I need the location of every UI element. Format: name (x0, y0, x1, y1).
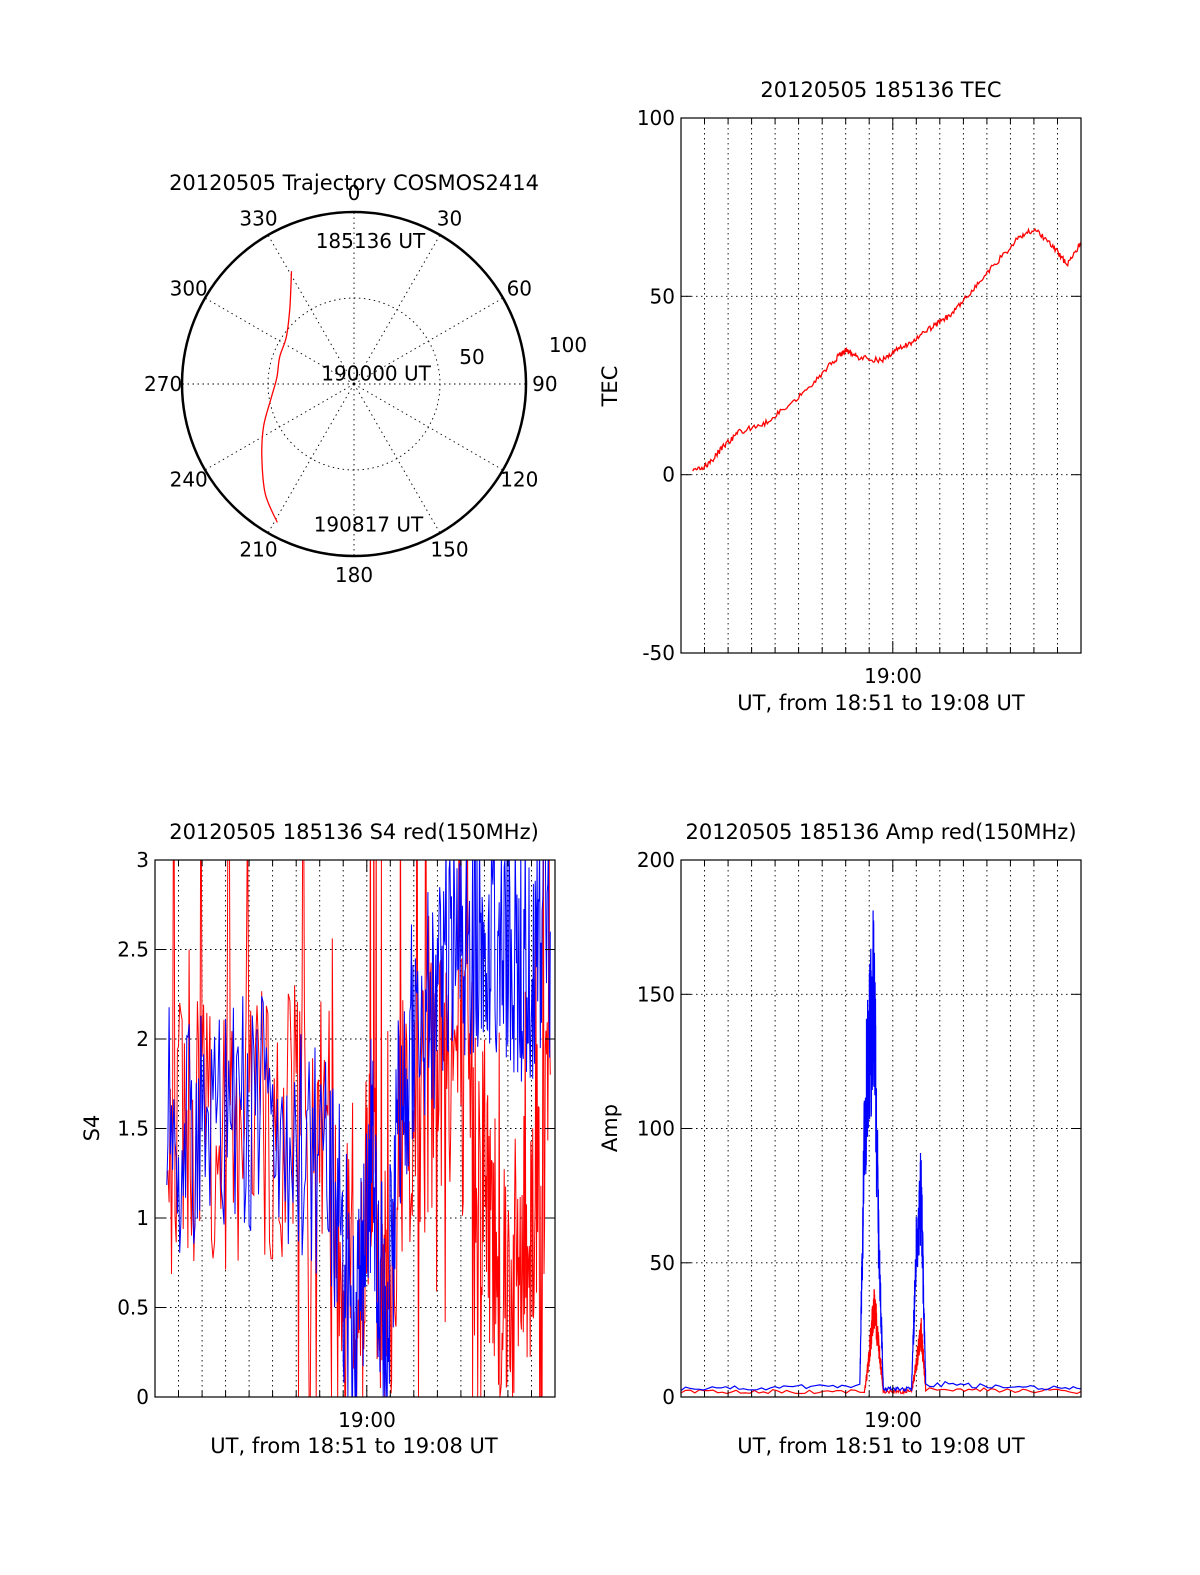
tec-plot: 20120505 185136 TEC 100 50 0 -50 19:00 UT, … (598, 78, 1082, 715)
angle-label: 210 (239, 537, 277, 561)
y-tick-label: 50 (650, 1251, 675, 1275)
polar-spoke (353, 234, 441, 385)
series-line (166, 860, 551, 1397)
polar-spoke (204, 383, 355, 471)
angle-label: 30 (437, 207, 462, 231)
tec-y-label: TEC (598, 366, 622, 408)
y-tick-label: 0 (136, 1385, 149, 1409)
y-tick-label: 0.5 (117, 1296, 149, 1320)
trajectory-title: 20120505 Trajectory COSMOS2414 (169, 171, 539, 195)
polar-outer-circle (180, 210, 528, 558)
polar-grid (182, 212, 526, 556)
tec-title: 20120505 185136 TEC (760, 78, 1001, 102)
y-tick-label: -50 (642, 641, 675, 665)
trajectory-polar-plot: 20120505 Trajectory COSMOS2414 0 30 60 90 12… (144, 171, 587, 587)
s4-plot: 20120505 185136 S4 red(150MHz) 3 2.5 2 1.5 1… (80, 820, 556, 1458)
y-tick-label: 3 (136, 848, 149, 872)
angle-label: 330 (239, 207, 277, 231)
tec-series (692, 227, 1081, 472)
angle-label: 240 (170, 468, 208, 492)
y-tick-label: 0 (662, 1385, 675, 1409)
amp-y-label: Amp (598, 1104, 622, 1152)
angle-label: 120 (500, 468, 538, 492)
polar-spoke (353, 383, 441, 534)
amp-plot: 20120505 185136 Amp red(150MHz) 200 150 10… (598, 820, 1082, 1458)
y-tick-label: 50 (650, 284, 675, 308)
series-line (681, 1289, 1081, 1396)
y-tick-label: 2.5 (117, 938, 149, 962)
amp-title: 20120505 185136 Amp red(150MHz) (685, 820, 1076, 844)
s4-grid (155, 860, 555, 1397)
trajectory-annotation: 190000 UT (321, 361, 431, 385)
polar-spoke (267, 234, 355, 385)
s4-series (166, 860, 551, 1397)
tec-x-label: UT, from 18:51 to 19:08 UT (737, 691, 1025, 715)
y-tick-label: 0 (662, 463, 675, 487)
series-line (166, 860, 551, 1397)
tec-x-tick-label: 19:00 (864, 664, 922, 688)
tec-grid (681, 118, 1081, 653)
angle-label: 90 (532, 372, 557, 396)
amp-x-label: UT, from 18:51 to 19:08 UT (737, 1434, 1025, 1458)
series-line (681, 910, 1081, 1393)
y-tick-label: 200 (637, 848, 675, 872)
s4-y-label: S4 (80, 1115, 104, 1142)
trajectory-line (261, 271, 293, 523)
y-tick-label: 100 (637, 1117, 675, 1141)
y-tick-label: 2 (136, 1027, 149, 1051)
polar-spoke (267, 383, 355, 534)
angle-labels: 0 30 60 90 120 150 180 210 240 270 300 330 (144, 181, 558, 587)
polar-spoke (353, 297, 504, 385)
series-line (692, 227, 1081, 472)
tec-y-ticks: 100 50 0 -50 (637, 106, 1081, 665)
y-tick-label: 1 (136, 1206, 149, 1230)
angle-label: 150 (430, 537, 468, 561)
radial-label-100: 100 (549, 333, 587, 357)
trajectory-series (261, 271, 293, 523)
amp-x-tick-label: 19:00 (864, 1408, 922, 1432)
y-tick-label: 100 (637, 106, 675, 130)
amp-y-ticks: 200 150 100 50 0 (637, 848, 1081, 1409)
trajectory-annotation: 190817 UT (314, 513, 424, 537)
polar-spoke (204, 297, 355, 385)
angle-label: 300 (170, 277, 208, 301)
amp-grid (681, 860, 1081, 1397)
angle-label: 270 (144, 372, 182, 396)
trajectory-annotations: 185136 UT 190000 UT 190817 UT (314, 229, 432, 536)
polar-ring-50 (267, 297, 441, 471)
y-tick-label: 150 (637, 982, 675, 1006)
angle-label: 0 (348, 181, 361, 205)
y-tick-label: 1.5 (117, 1117, 149, 1141)
s4-title: 20120505 185136 S4 red(150MHz) (169, 820, 539, 844)
angle-label: 180 (335, 563, 373, 587)
s4-x-label: UT, from 18:51 to 19:08 UT (210, 1434, 498, 1458)
radial-label-50: 50 (459, 345, 484, 369)
angle-label: 60 (507, 277, 532, 301)
trajectory-annotation: 185136 UT (316, 229, 426, 253)
tec-frame (680, 117, 1082, 654)
s4-x-tick-label: 19:00 (338, 1408, 396, 1432)
s4-y-ticks: 3 2.5 2 1.5 1 0.5 0 (117, 848, 555, 1409)
amp-series (681, 910, 1081, 1396)
